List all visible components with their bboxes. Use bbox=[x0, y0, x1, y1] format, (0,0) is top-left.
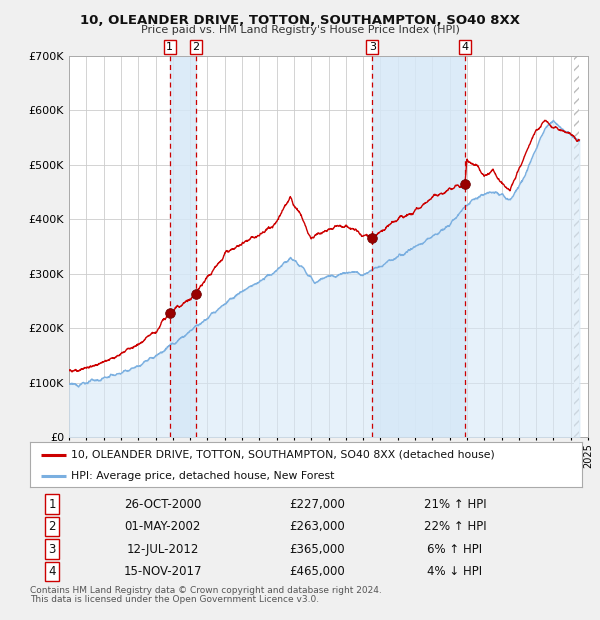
Bar bbox=[372, 56, 464, 437]
Text: 4% ↓ HPI: 4% ↓ HPI bbox=[427, 565, 482, 578]
Text: HPI: Average price, detached house, New Forest: HPI: Average price, detached house, New … bbox=[71, 471, 335, 480]
Text: 12-JUL-2012: 12-JUL-2012 bbox=[126, 542, 199, 556]
Text: 2: 2 bbox=[49, 520, 56, 533]
Text: Price paid vs. HM Land Registry's House Price Index (HPI): Price paid vs. HM Land Registry's House … bbox=[140, 25, 460, 35]
Text: £263,000: £263,000 bbox=[289, 520, 345, 533]
Text: 10, OLEANDER DRIVE, TOTTON, SOUTHAMPTON, SO40 8XX (detached house): 10, OLEANDER DRIVE, TOTTON, SOUTHAMPTON,… bbox=[71, 450, 495, 459]
Text: £465,000: £465,000 bbox=[289, 565, 345, 578]
Text: This data is licensed under the Open Government Licence v3.0.: This data is licensed under the Open Gov… bbox=[30, 595, 319, 604]
Text: 15-NOV-2017: 15-NOV-2017 bbox=[123, 565, 202, 578]
Text: Contains HM Land Registry data © Crown copyright and database right 2024.: Contains HM Land Registry data © Crown c… bbox=[30, 586, 382, 595]
Text: 2: 2 bbox=[193, 42, 199, 52]
Text: £365,000: £365,000 bbox=[289, 542, 345, 556]
Text: 3: 3 bbox=[49, 542, 56, 556]
Text: 1: 1 bbox=[49, 498, 56, 511]
Text: 22% ↑ HPI: 22% ↑ HPI bbox=[424, 520, 487, 533]
Text: 1: 1 bbox=[166, 42, 173, 52]
Text: 6% ↑ HPI: 6% ↑ HPI bbox=[427, 542, 482, 556]
Text: 21% ↑ HPI: 21% ↑ HPI bbox=[424, 498, 487, 511]
Text: 3: 3 bbox=[369, 42, 376, 52]
Bar bbox=[574, 56, 588, 437]
Text: 4: 4 bbox=[461, 42, 468, 52]
Text: 26-OCT-2000: 26-OCT-2000 bbox=[124, 498, 201, 511]
Text: 10, OLEANDER DRIVE, TOTTON, SOUTHAMPTON, SO40 8XX: 10, OLEANDER DRIVE, TOTTON, SOUTHAMPTON,… bbox=[80, 14, 520, 27]
Text: 01-MAY-2002: 01-MAY-2002 bbox=[124, 520, 200, 533]
Text: £227,000: £227,000 bbox=[289, 498, 345, 511]
Text: 4: 4 bbox=[49, 565, 56, 578]
Bar bbox=[170, 56, 196, 437]
